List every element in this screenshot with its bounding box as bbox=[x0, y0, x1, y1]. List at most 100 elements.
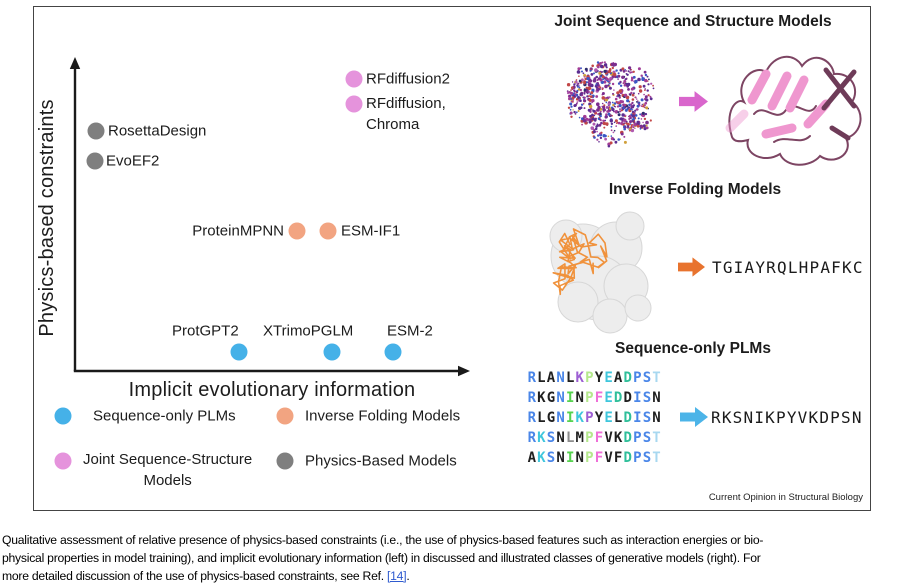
scatter-point-label: ESM-IF1 bbox=[341, 222, 401, 240]
seq-letter: I bbox=[633, 410, 642, 426]
seq-letter: K bbox=[575, 370, 584, 386]
seq-letter: L bbox=[537, 370, 546, 386]
seq-letter: P bbox=[585, 370, 594, 386]
seq-row: RKSNLMPFVKDPST bbox=[527, 429, 661, 449]
seq-letter: A bbox=[546, 370, 556, 386]
seq-letter: N bbox=[556, 390, 565, 406]
scatter-point-dot bbox=[288, 222, 306, 240]
seq-letter: T bbox=[652, 370, 661, 386]
seq-letter: S bbox=[546, 430, 556, 446]
scatter-point-label: XTrimoPGLM bbox=[263, 322, 354, 340]
seq-letter: D bbox=[623, 450, 632, 466]
caption-line-2: physical properties in model training), … bbox=[2, 551, 761, 565]
seq-letter: P bbox=[633, 430, 642, 446]
seq-letter: P bbox=[585, 430, 594, 446]
seq-letter: N bbox=[652, 410, 661, 426]
legend-item-dot bbox=[276, 452, 294, 470]
seq-letter: I bbox=[633, 390, 642, 406]
legend-item-label: Sequence-only PLMs bbox=[93, 407, 236, 425]
seq-letter: D bbox=[623, 410, 632, 426]
seq-letter: S bbox=[642, 370, 652, 386]
seq-letter: P bbox=[585, 410, 594, 426]
seq-letter: I bbox=[565, 450, 575, 466]
seq-letter: N bbox=[556, 410, 565, 426]
seq-letter: V bbox=[604, 430, 613, 446]
scatter-point-dot bbox=[323, 343, 341, 361]
seq-letter: G bbox=[546, 410, 556, 426]
seq-letter: Y bbox=[594, 370, 604, 386]
seq-letter: T bbox=[652, 430, 661, 446]
caption-ref-link[interactable]: [14] bbox=[387, 569, 407, 583]
seq-letter: N bbox=[652, 390, 661, 406]
journal-credit: Current Opinion in Structural Biology bbox=[708, 492, 863, 503]
scatter-point-dot bbox=[384, 343, 402, 361]
caption-line-3: more detailed discussion of the use of p… bbox=[2, 567, 901, 583]
legend-item-dot bbox=[54, 407, 72, 425]
legend-item-label: Inverse Folding Models bbox=[305, 407, 461, 425]
seq-row: RLANLKPYEADPST bbox=[527, 369, 661, 389]
scatter-point-label: RFdiffusion, Chroma bbox=[366, 95, 446, 133]
seq-letter: A bbox=[527, 450, 537, 466]
scatter-point-dot bbox=[86, 152, 104, 170]
caption-line-3-period: . bbox=[406, 569, 410, 583]
y-axis-label: Physics-based constraints bbox=[36, 99, 58, 337]
seq-letter: F bbox=[594, 450, 604, 466]
seq-letter: T bbox=[652, 450, 661, 466]
seq-row: RLGNIKPYELDISN bbox=[527, 409, 661, 429]
scatter-point-label: ProtGPT2 bbox=[172, 322, 239, 340]
seq-letter: N bbox=[556, 370, 565, 386]
seq-letter: E bbox=[604, 410, 613, 426]
inverse-output-sequence: TGIAYRQLHPAFKC bbox=[712, 258, 864, 277]
seq-letter: S bbox=[642, 450, 652, 466]
seq-letter: P bbox=[585, 450, 594, 466]
seq-letter: L bbox=[565, 370, 575, 386]
seq-letter: M bbox=[575, 430, 584, 446]
inverse-folding-blob-graphic bbox=[549, 211, 652, 334]
seq-letter: A bbox=[613, 370, 623, 386]
ribbon-structure-graphic bbox=[725, 56, 862, 166]
legend-item-label: Joint Sequence-Structure Models bbox=[83, 451, 253, 489]
seq-letter: I bbox=[565, 410, 575, 426]
scatter-point-label: ESM-2 bbox=[387, 322, 433, 340]
scatter-point-dot bbox=[230, 343, 248, 361]
seq-letter: F bbox=[594, 390, 604, 406]
x-axis-label: Implicit evolutionary information bbox=[128, 379, 416, 401]
seq-letter: N bbox=[575, 390, 584, 406]
figure-caption: Qualitative assessment of relative prese… bbox=[2, 531, 901, 583]
plm-section-heading: Sequence-only PLMs bbox=[615, 340, 771, 357]
seq-letter: R bbox=[527, 390, 537, 406]
seq-letter: R bbox=[527, 430, 537, 446]
scatter-point-dot bbox=[345, 95, 363, 113]
seq-letter: D bbox=[613, 390, 623, 406]
scatter-point-label: EvoEF2 bbox=[106, 152, 160, 170]
scatter-point-label: RosettaDesign bbox=[108, 122, 207, 140]
seq-letter: D bbox=[623, 370, 632, 386]
seq-letter: S bbox=[642, 410, 652, 426]
seq-letter: E bbox=[604, 390, 613, 406]
seq-letter: G bbox=[546, 390, 556, 406]
legend-item-label: Physics-Based Models bbox=[305, 452, 457, 470]
seq-letter: P bbox=[633, 370, 642, 386]
seq-letter: P bbox=[633, 450, 642, 466]
plm-arrow-icon bbox=[680, 407, 708, 427]
seq-letter: S bbox=[642, 430, 652, 446]
seq-letter: R bbox=[527, 370, 537, 386]
seq-letter: I bbox=[565, 390, 575, 406]
seq-letter: K bbox=[537, 430, 546, 446]
seq-letter: N bbox=[556, 430, 565, 446]
legend-item-dot bbox=[276, 407, 294, 425]
seq-letter: S bbox=[642, 390, 652, 406]
seq-letter: K bbox=[575, 410, 584, 426]
seq-row: AKSNINPFVFDPST bbox=[527, 449, 661, 469]
caption-line-3-text: more detailed discussion of the use of p… bbox=[2, 569, 388, 583]
joint-section-heading: Joint Sequence and Structure Models bbox=[554, 13, 832, 30]
scatter-point-dot bbox=[345, 70, 363, 88]
noisy-pointcloud-graphic bbox=[566, 61, 655, 148]
seq-letter: V bbox=[604, 450, 613, 466]
figure-frame bbox=[33, 6, 871, 511]
seq-letter: K bbox=[537, 450, 546, 466]
seq-letter: L bbox=[613, 410, 623, 426]
seq-letter: K bbox=[537, 390, 546, 406]
inverse-arrow-icon bbox=[678, 257, 705, 277]
scatter-point-dot bbox=[87, 122, 105, 140]
